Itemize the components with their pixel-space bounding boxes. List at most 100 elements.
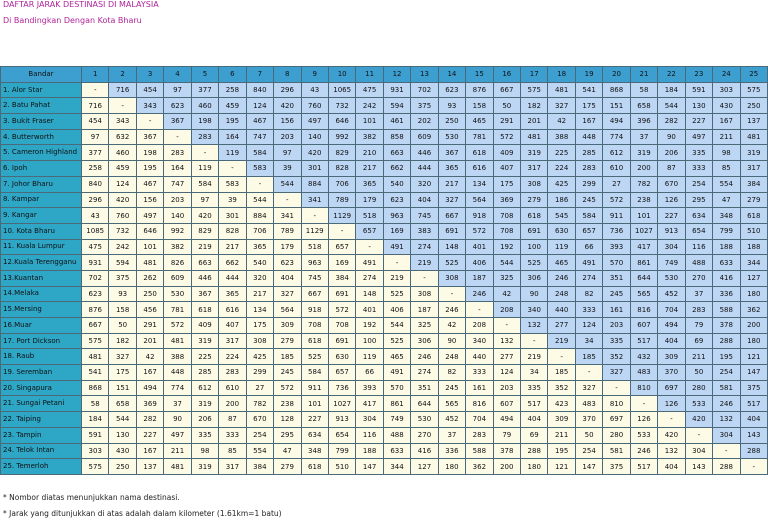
distance-cell: 525 <box>300 348 329 366</box>
distance-cell: 279 <box>519 191 549 209</box>
distance-cell: 42 <box>492 285 522 303</box>
table-row: 24. Telok Intan 303 430 167 211 98 85 554 47 348 7… <box>0 442 768 460</box>
distance-cell: 200 <box>739 317 768 334</box>
distance-cell: 691 <box>327 285 357 303</box>
distance-cell: 594 <box>108 254 137 271</box>
distance-cell: 616 <box>465 160 494 177</box>
distance-cell: 258 <box>80 160 110 177</box>
distance-cell: 618 <box>739 207 768 224</box>
distance-cell: 633 <box>712 254 741 271</box>
distance-cell: 219 <box>547 332 576 350</box>
distance-cell: 747 <box>163 175 192 193</box>
distance-cell: 460 <box>108 144 137 162</box>
distance-cell: 274 <box>355 269 384 287</box>
distance-cell: 378 <box>712 317 741 334</box>
distance-cell: 610 <box>602 160 631 177</box>
distance-cell: 37 <box>684 285 714 303</box>
distance-cell: 119 <box>355 348 384 366</box>
distance-cell: - <box>712 442 741 460</box>
distance-cell: 90 <box>437 332 467 350</box>
distance-cell: 799 <box>712 222 741 240</box>
distance-cell: 440 <box>547 301 576 318</box>
distance-cell: 246 <box>437 301 467 318</box>
distance-cell: 861 <box>629 254 659 271</box>
distance-cell: 911 <box>602 207 631 224</box>
distance-cell: - <box>657 411 686 428</box>
column-header: 19 <box>574 66 604 83</box>
column-header: Bandar <box>0 66 82 83</box>
distance-cell: 747 <box>245 128 275 146</box>
distance-cell: 87 <box>657 160 686 177</box>
distance-cell: 34 <box>574 332 604 350</box>
distance-cell: 634 <box>684 207 714 224</box>
distance-cell: 319 <box>739 144 768 162</box>
distance-cell: 570 <box>602 254 631 271</box>
distance-cell: 382 <box>163 238 192 256</box>
distance-cell: 465 <box>547 254 576 271</box>
distance-cell: 175 <box>108 364 137 381</box>
distance-cell: 304 <box>355 411 384 428</box>
distance-cell: - <box>519 332 549 350</box>
distance-cell: 517 <box>519 395 549 413</box>
distance-cell: 180 <box>437 458 467 475</box>
distance-cell: 362 <box>465 458 494 475</box>
distance-cell: 301 <box>300 160 329 177</box>
distance-cell: 288 <box>712 332 741 350</box>
distance-cell: 344 <box>382 458 412 475</box>
distance-cell: 781 <box>465 128 494 146</box>
distance-cell: 454 <box>135 81 165 99</box>
distance-cell: 217 <box>218 238 247 256</box>
distance-cell: 254 <box>712 364 741 381</box>
distance-cell: 246 <box>465 285 494 303</box>
distance-cell: 409 <box>492 144 522 162</box>
distance-cell: - <box>602 379 631 397</box>
distance-cell: 227 <box>684 113 714 130</box>
distance-cell: 119 <box>218 144 247 162</box>
distance-cell: 66 <box>355 364 384 381</box>
table-row: 18. Raub 481 327 42 388 225 224 425 185 525 630 119… <box>0 348 768 366</box>
distance-cell: 691 <box>519 222 549 240</box>
column-header: 13 <box>410 66 439 83</box>
distance-cell: 116 <box>684 238 714 256</box>
table-row: 13.Kuantan 702 375 262 609 446 444 320 404 745 384… <box>0 269 768 287</box>
table-row: 11. Kuala Lumpur 475 242 101 382 219 217 365 179… <box>0 238 768 256</box>
distance-cell: 481 <box>519 128 549 146</box>
distance-cell: 147 <box>739 364 768 381</box>
distance-cell: 544 <box>382 317 412 334</box>
distance-cell: 367 <box>437 144 467 162</box>
row-label: 15.Mersing <box>0 301 82 318</box>
distance-cell: 245 <box>273 364 302 381</box>
distance-cell: 667 <box>492 81 522 99</box>
distance-cell: 367 <box>135 128 165 146</box>
distance-cell: 224 <box>547 160 576 177</box>
distance-cell: 646 <box>135 222 165 240</box>
distance-cell: 377 <box>190 81 220 99</box>
row-label: 3. Bukit Fraser <box>0 113 82 130</box>
distance-cell: 130 <box>108 426 137 444</box>
distance-cell: 238 <box>273 395 302 413</box>
distance-cell: 250 <box>135 285 165 303</box>
distance-cell: 816 <box>465 395 494 413</box>
distance-cell: 327 <box>602 364 631 381</box>
distance-cell: 616 <box>218 301 247 318</box>
distance-cell: 367 <box>190 285 220 303</box>
distance-cell: 630 <box>327 348 357 366</box>
distance-cell: 227 <box>135 426 165 444</box>
distance-cell: 430 <box>712 97 741 115</box>
distance-cell: 250 <box>739 97 768 115</box>
distance-cell: 425 <box>245 348 275 366</box>
distance-cell: 708 <box>492 207 522 224</box>
distance-cell: 816 <box>629 301 659 318</box>
distance-cell: 147 <box>574 458 604 475</box>
distance-cell: 296 <box>80 191 110 209</box>
distance-cell: 618 <box>190 301 220 318</box>
distance-cell: 167 <box>135 364 165 381</box>
distance-cell: 404 <box>657 458 686 475</box>
table-row: 17. Port Dickson 575 182 201 481 319 317 308 279… <box>0 332 768 350</box>
distance-cell: 564 <box>465 191 494 209</box>
distance-cell: 481 <box>163 458 192 475</box>
distance-cell: 488 <box>684 254 714 271</box>
distance-cell: 365 <box>437 160 467 177</box>
distance-cell: 58 <box>629 81 659 99</box>
distance-cell: 644 <box>629 269 659 287</box>
